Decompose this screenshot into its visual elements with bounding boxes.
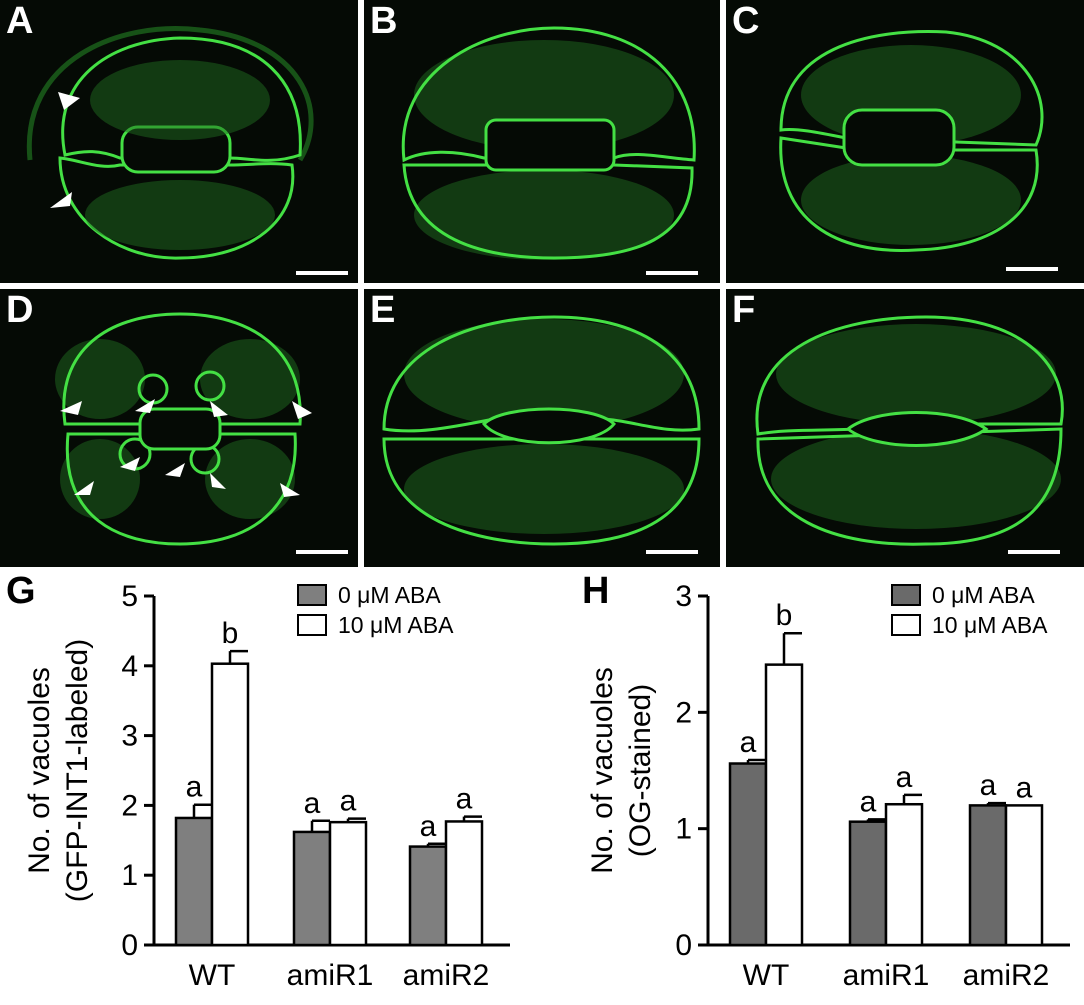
bar (1004, 804, 1044, 947)
arrowhead-icon (165, 463, 185, 477)
bar (848, 820, 888, 947)
bar-chart-g: No. of vacuoles (GFP-INT1-labeled) 0 1 2 3 4 5 a… (23, 580, 510, 992)
bar-chart-h: No. of vacuoles (OG-stained)0123abWTaaami… (586, 580, 1070, 992)
y-tick-label: 2 (121, 789, 138, 822)
y-axis-label: No. of vacuoles (GFP-INT1-labeled) (23, 639, 94, 902)
scale-bar (296, 271, 348, 275)
panel-label: A (6, 0, 34, 42)
x-tick-label: amiR2 (403, 959, 490, 992)
legend-swatch (297, 584, 327, 606)
y-axis-label: No. of vacuoles (OG-stained) (586, 667, 657, 874)
micrograph-panel-c: C (726, 0, 1084, 283)
bar (884, 802, 924, 947)
significance-letter: a (740, 726, 757, 759)
significance-letter: b (776, 599, 793, 632)
y-tick-label: 3 (121, 720, 138, 753)
significance-letter: a (1016, 771, 1033, 804)
arrowhead-icon (210, 401, 228, 417)
micrograph-panel-f: F (726, 289, 1084, 567)
arrowhead-icon (135, 399, 155, 413)
significance-letter: b (222, 617, 239, 650)
arrowhead-icon (280, 483, 300, 497)
bar (210, 662, 250, 947)
arrowhead-icon (58, 92, 80, 110)
y-axis-label-line: No. of vacuoles (586, 667, 619, 874)
bar (444, 820, 484, 947)
significance-letter: a (186, 771, 203, 804)
cell-drawing-b (401, 26, 696, 260)
legend-label: 0 μM ABA (932, 582, 1035, 608)
legend-swatch (891, 614, 921, 636)
panel-label-h: H (582, 570, 610, 612)
legend-swatch (297, 614, 327, 636)
scale-bar (646, 550, 698, 554)
bar (328, 820, 368, 947)
cell-drawing-e (382, 315, 701, 546)
arrowhead-icon (292, 401, 312, 419)
significance-letter: a (420, 810, 437, 843)
bar (408, 845, 448, 947)
arrowhead-icon (60, 401, 82, 415)
scale-bar (1006, 267, 1058, 271)
y-tick-label: 4 (121, 650, 138, 683)
cell-drawing-f (755, 315, 1064, 546)
y-tick-label: 0 (121, 929, 138, 962)
panel-label: B (370, 0, 398, 42)
x-tick-label: WT (189, 959, 236, 992)
y-tick-label: 2 (675, 696, 692, 729)
y-tick-label: 1 (121, 859, 138, 892)
legend-label: 10 μM ABA (932, 612, 1048, 638)
y-tick-label: 0 (675, 929, 692, 962)
cell-drawing-a (26, 26, 314, 260)
panel-label: E (370, 289, 396, 331)
arrowhead-icon (74, 481, 94, 495)
significance-letter: a (980, 769, 997, 802)
micrograph-panel-b: B (364, 0, 720, 283)
y-tick-label: 1 (675, 813, 692, 846)
x-tick-label: WT (743, 959, 790, 992)
arrowhead-icon (50, 192, 72, 208)
significance-letter: a (340, 785, 357, 818)
arrowhead-icon (120, 457, 140, 471)
scale-bar (646, 271, 698, 275)
panel-label-g: G (6, 570, 36, 612)
bar (728, 762, 768, 947)
bar (968, 804, 1008, 947)
bar (764, 663, 804, 947)
y-axis-label-line: (GFP-INT1-labeled) (61, 639, 94, 902)
cell-drawing-d (55, 312, 312, 546)
arrowhead-icon (210, 473, 226, 489)
micrograph-panel-d: D (0, 289, 358, 567)
legend-label: 10 μM ABA (338, 612, 454, 638)
x-tick-label: amiR2 (963, 959, 1050, 992)
significance-letter: a (456, 783, 473, 816)
scale-bar (1008, 550, 1060, 554)
y-axis-label-line: No. of vacuoles (23, 667, 56, 874)
y-axis-label-line: (OG-stained) (624, 684, 657, 857)
micrograph-panel-e: E (364, 289, 720, 567)
panel-label: D (6, 289, 34, 331)
panel-label: C (732, 0, 760, 42)
scale-bar (296, 550, 348, 554)
bar (174, 816, 214, 947)
y-tick-label: 3 (675, 580, 692, 613)
x-tick-label: amiR1 (843, 959, 930, 992)
y-tick-label: 5 (121, 580, 138, 613)
micrograph-panel-a: A (0, 0, 358, 283)
bar (292, 830, 332, 947)
cell-drawing-c (779, 30, 1044, 252)
legend-swatch (891, 584, 921, 606)
significance-letter: a (304, 787, 321, 820)
legend-label: 0 μM ABA (338, 582, 441, 608)
significance-letter: a (860, 785, 877, 818)
significance-letter: a (896, 761, 913, 794)
panel-label: F (732, 289, 756, 331)
x-tick-label: amiR1 (287, 959, 374, 992)
